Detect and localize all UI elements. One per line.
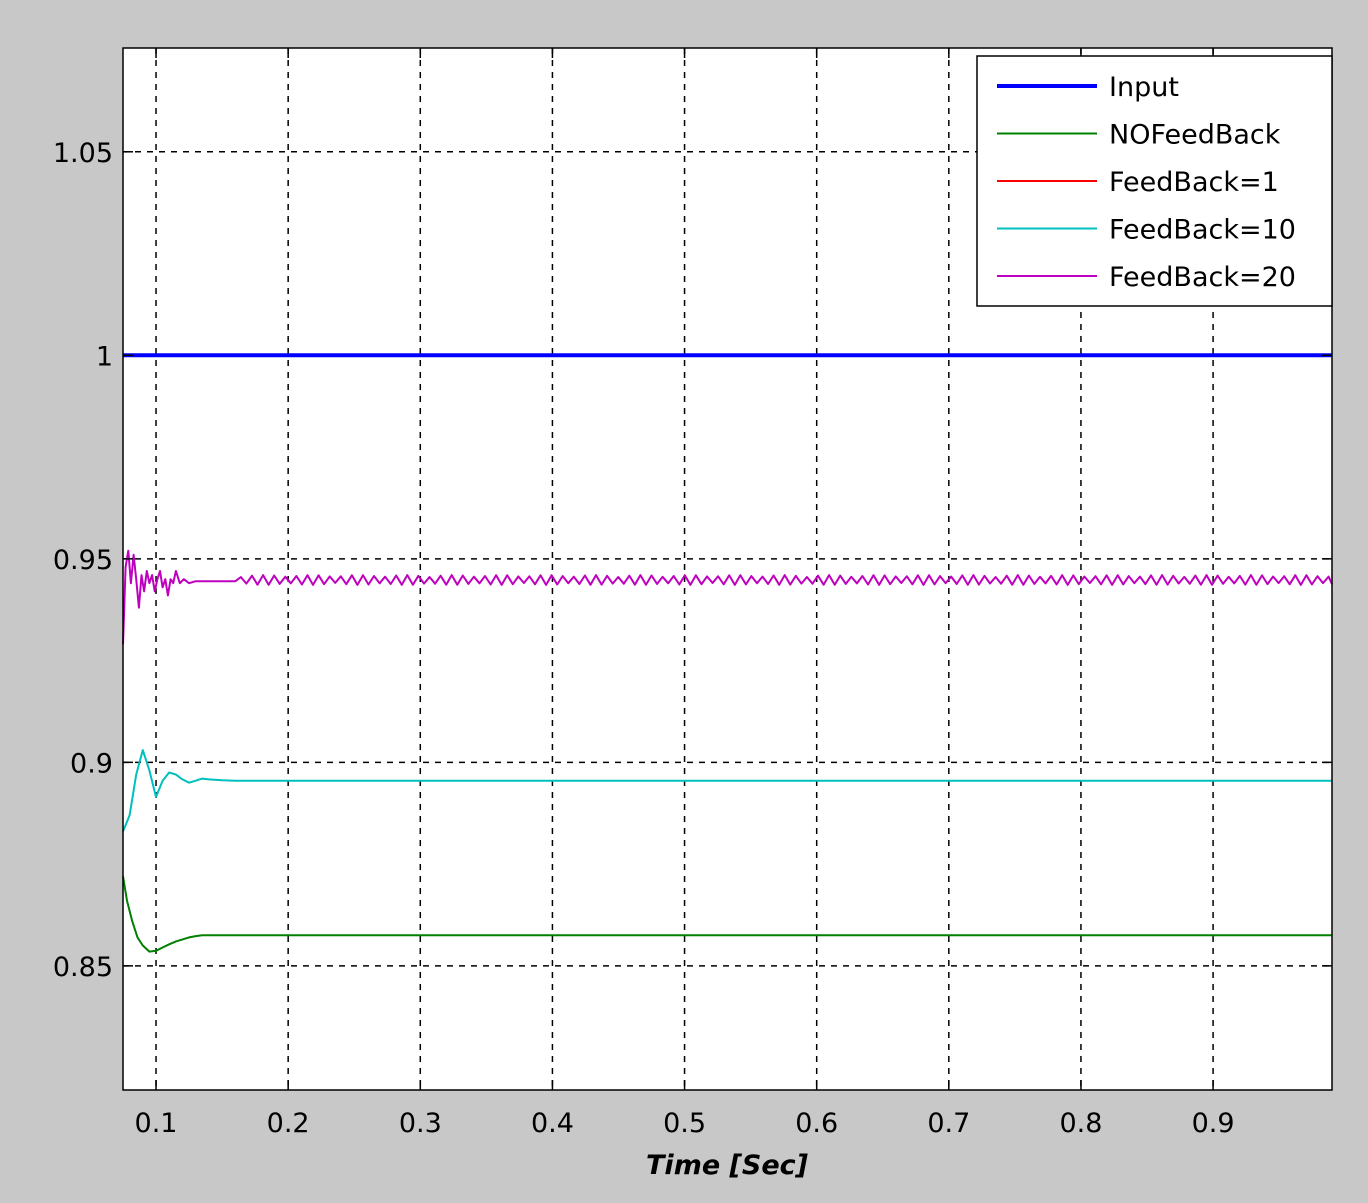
series-layer [122,353,1333,953]
x-tick-label: 0.3 [399,1108,442,1139]
y-tick-label: 1.05 [53,138,113,169]
y-tick-label: 0.95 [53,545,113,576]
x-tick-label: 0.2 [267,1108,310,1139]
legend-entry-label: Input [1109,72,1179,103]
x-tick-label: 0.6 [795,1108,838,1139]
y-tick-label: 0.9 [70,748,113,779]
series-line-feedback-10 [122,749,1332,832]
x-tick-label: 0.1 [135,1108,178,1139]
y-tick-label: 0.85 [53,952,113,983]
x-tick-label: 0.7 [927,1108,970,1139]
legend-entry-label: FeedBack=10 [1109,215,1296,246]
tick-layer: 0.1 0.2 0.3 0.4 0.5 0.6 0.7 0.8 0.9 0.85 0.9 0.95 1 1… [53,48,1332,1139]
series-line-feedback-20 [122,549,1333,645]
x-tick-label: 0.4 [531,1108,574,1139]
plot-border [122,47,1333,1091]
legend-entry-label: FeedBack=1 [1109,167,1279,198]
x-axis-label: Time [Sec] [646,1150,809,1181]
y-tick-label: 1 [96,341,113,372]
legend-entry-label: NOFeedBack [1109,120,1281,151]
x-tick-label: 0.8 [1059,1108,1102,1139]
series-line-nofeedback [122,876,1332,953]
legend: Input NOFeedBack FeedBack=1 FeedBack=10 Feed… [976,55,1333,307]
x-tick-label: 0.9 [1192,1108,1235,1139]
x-tick-label: 0.5 [663,1108,706,1139]
legend-entry-label: FeedBack=20 [1109,262,1296,293]
